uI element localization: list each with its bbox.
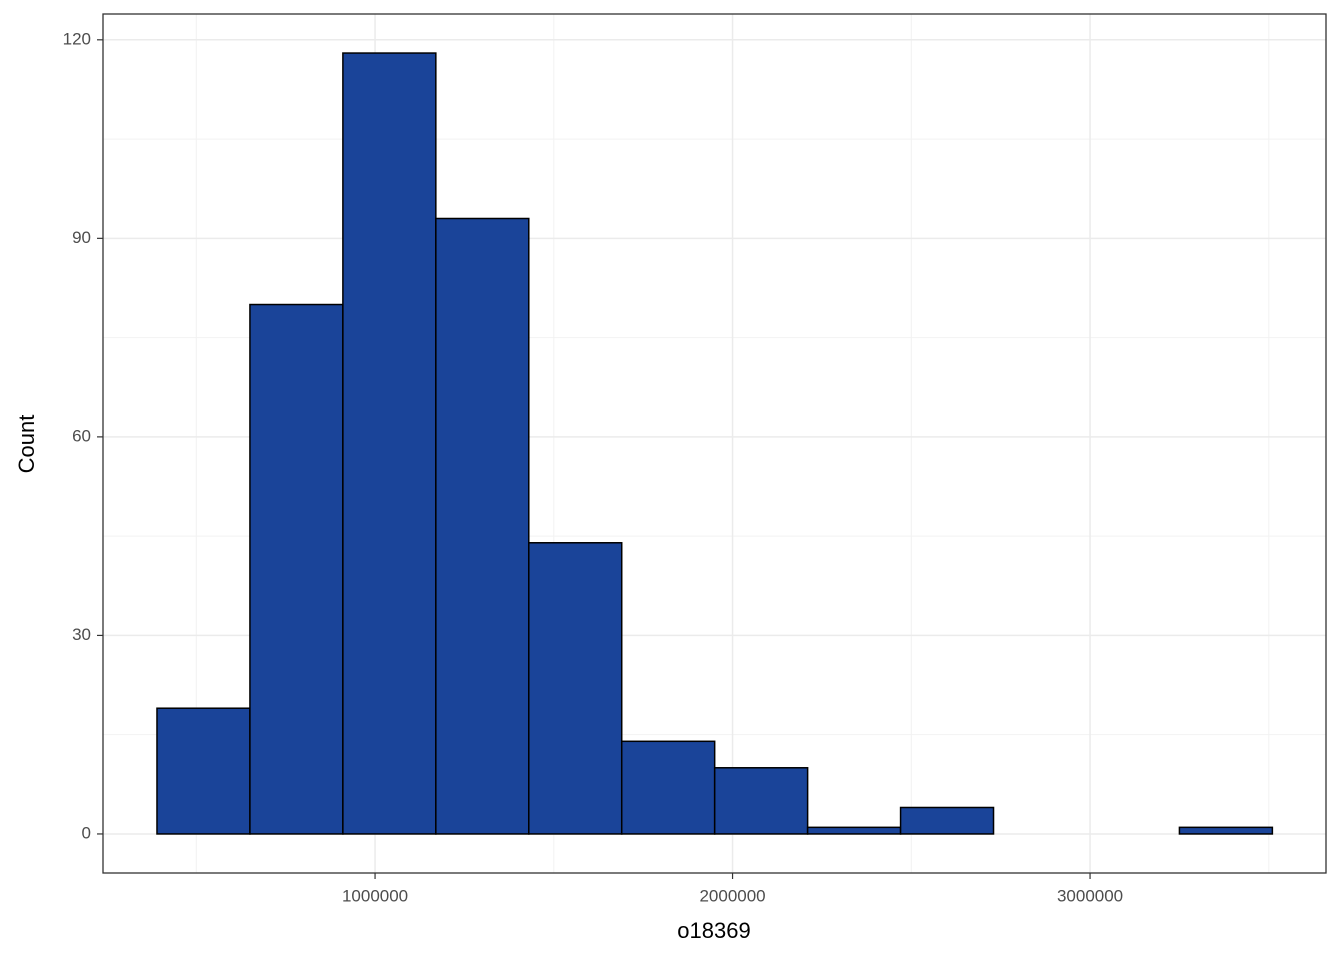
bar: [899, 806, 995, 835]
x-axis-title: o18369: [677, 918, 750, 943]
bar: [249, 303, 344, 835]
bar: [620, 740, 716, 835]
bar: [156, 707, 251, 835]
y-tick-label: 120: [63, 29, 91, 48]
y-tick-label: 60: [72, 426, 91, 445]
y-axis-title: Count: [14, 415, 39, 474]
y-tick-label: 0: [82, 823, 91, 842]
bar: [1178, 826, 1274, 835]
x-tick-label: 2000000: [699, 886, 765, 905]
bar: [528, 542, 623, 835]
bar: [806, 826, 902, 835]
bar: [713, 767, 809, 835]
bar: [342, 52, 437, 835]
y-tick-label: 30: [72, 625, 91, 644]
x-tick-label: 3000000: [1057, 886, 1123, 905]
x-tick-label: 1000000: [342, 886, 408, 905]
bar: [435, 217, 530, 835]
y-tick-label: 90: [72, 228, 91, 247]
panel-border: [102, 13, 1327, 874]
